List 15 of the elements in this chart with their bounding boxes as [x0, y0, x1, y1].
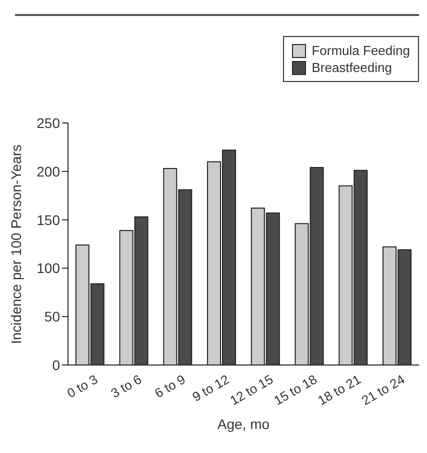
y-tick-label: 0: [52, 356, 60, 373]
y-tick-label: 100: [36, 260, 60, 276]
y-tick-label: 250: [36, 114, 60, 131]
x-tick-label: 0 to 3: [64, 372, 100, 401]
legend-label: Formula Feeding: [312, 43, 410, 58]
y-tick-label: 200: [36, 163, 60, 180]
x-axis-title: Age, mo: [217, 416, 270, 432]
x-tick-label: 9 to 12: [190, 372, 232, 404]
x-tick-label: 3 to 6: [108, 372, 144, 401]
x-tick-label: 18 to 21: [315, 372, 364, 408]
x-tick-label: 6 to 9: [152, 372, 188, 401]
legend-label: Breastfeeding: [312, 60, 392, 75]
y-tick-label: 150: [36, 212, 60, 228]
y-tick-label: 50: [44, 308, 60, 325]
y-axis-title: Incidence per 100 Person-Years: [8, 144, 24, 344]
